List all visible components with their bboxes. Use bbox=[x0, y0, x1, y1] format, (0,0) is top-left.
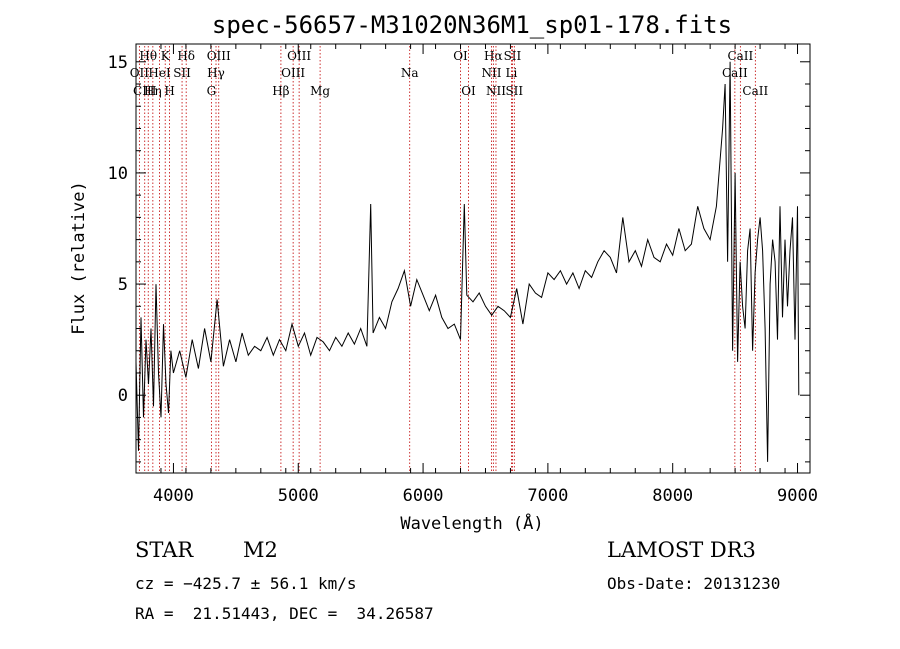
x-tick-label: 8000 bbox=[652, 486, 693, 506]
axis-ticks: 4000 5000 6000 7000 8000 9000 0 5 10 15 bbox=[108, 44, 818, 506]
y-tick-label: 15 bbox=[108, 53, 128, 73]
x-tick-label: 7000 bbox=[527, 486, 568, 506]
spectral-line-label: CaII bbox=[742, 84, 768, 98]
x-tick-label: 6000 bbox=[403, 486, 444, 506]
spectral-line-label: Hδ bbox=[177, 49, 195, 63]
spectral-line-label: Hθ bbox=[139, 49, 157, 63]
spectral-line-label: OIII bbox=[281, 66, 305, 80]
spectral-line-label: Na bbox=[401, 66, 419, 80]
spectral-line-label: OI bbox=[453, 49, 468, 63]
spectral-line-label: SII bbox=[173, 66, 191, 80]
spectral-line-label: G bbox=[207, 84, 217, 98]
plot-frame bbox=[135, 43, 811, 474]
spectrum-series bbox=[135, 61, 800, 462]
chart-title: spec-56657-M31020N36M1_sp01-178.fits bbox=[212, 11, 732, 39]
y-tick-label: 5 bbox=[118, 275, 128, 295]
spectral-line-label: SII bbox=[504, 49, 522, 63]
observation-date: Obs-Date: 20131230 bbox=[607, 574, 781, 593]
spectral-line-label: OIII bbox=[207, 49, 231, 63]
coordinates-readout: RA = 21.51443, DEC = 34.26587 bbox=[135, 604, 434, 623]
spectral-line-label: Hα bbox=[484, 49, 503, 63]
spectral-line-label: SII bbox=[505, 84, 523, 98]
x-tick-label: 5000 bbox=[278, 486, 319, 506]
spectral-line-label: Hβ bbox=[272, 84, 289, 98]
spectrum-line bbox=[135, 61, 800, 462]
object-subclass: M2 bbox=[243, 538, 278, 562]
spectral-line-label: OI bbox=[461, 84, 476, 98]
spectral-line-label: CIII bbox=[133, 84, 157, 98]
spectral-line-label: CaII bbox=[727, 49, 753, 63]
spectral-line-label: CaII bbox=[722, 66, 748, 80]
spectral-line-label: NII bbox=[481, 66, 501, 80]
survey-name: LAMOST DR3 bbox=[607, 538, 756, 562]
spectral-line-label: Li bbox=[506, 66, 518, 80]
spectral-line-label: OIII bbox=[287, 49, 311, 63]
spectral-line-label: Hγ bbox=[207, 66, 225, 80]
spectral-line-label: Hη bbox=[144, 84, 162, 98]
object-class: STAR bbox=[135, 538, 194, 562]
y-tick-label: 0 bbox=[118, 386, 128, 406]
spectral-line-label: H bbox=[164, 84, 174, 98]
spectral-line-label: Mg bbox=[310, 84, 330, 98]
y-axis-label: Flux (relative) bbox=[69, 181, 89, 335]
x-tick-label: 9000 bbox=[777, 486, 818, 506]
spectral-line-label: OII bbox=[130, 66, 150, 80]
spectral-line-label: K bbox=[161, 49, 171, 63]
x-tick-label: 4000 bbox=[153, 486, 194, 506]
redshift-readout: cz = −425.7 ± 56.1 km/s bbox=[135, 574, 357, 593]
y-tick-label: 10 bbox=[108, 164, 128, 184]
x-axis-label: Wavelength (Å) bbox=[400, 512, 543, 534]
spectral-line-label: HeI bbox=[148, 66, 171, 80]
spectral-line-label: NII bbox=[486, 84, 506, 98]
